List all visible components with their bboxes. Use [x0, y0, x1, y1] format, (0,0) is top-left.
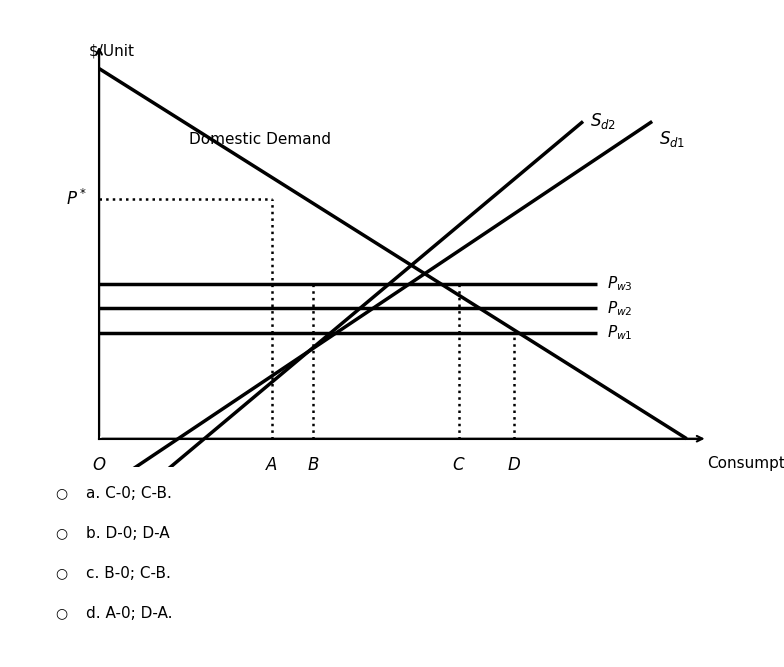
Text: $O$: $O$: [92, 456, 107, 474]
Text: $P_{w2}$: $P_{w2}$: [608, 299, 633, 317]
Text: d. A-0; D-A.: d. A-0; D-A.: [86, 606, 172, 621]
Text: $P^*$: $P^*$: [66, 189, 87, 209]
Text: Consumption: Consumption: [707, 456, 784, 472]
Text: ○: ○: [55, 527, 67, 540]
Text: Domestic Demand: Domestic Demand: [189, 131, 331, 147]
Text: $S_{d1}$: $S_{d1}$: [659, 129, 685, 149]
Text: b. D-0; D-A: b. D-0; D-A: [86, 526, 170, 541]
Text: ○: ○: [55, 607, 67, 620]
Text: $/Unit: $/Unit: [89, 43, 135, 58]
Text: c. B-0; C-B.: c. B-0; C-B.: [86, 566, 171, 581]
Text: $S_{d2}$: $S_{d2}$: [590, 111, 616, 131]
Text: $C$: $C$: [452, 456, 466, 474]
Text: $B$: $B$: [307, 456, 320, 474]
Text: ○: ○: [55, 567, 67, 580]
Text: $D$: $D$: [507, 456, 521, 474]
Text: a. C-0; C-B.: a. C-0; C-B.: [86, 486, 172, 501]
Text: $P_{w3}$: $P_{w3}$: [608, 274, 633, 293]
Text: $P_{w1}$: $P_{w1}$: [608, 323, 633, 342]
Text: ○: ○: [55, 487, 67, 500]
Text: $A$: $A$: [266, 456, 278, 474]
